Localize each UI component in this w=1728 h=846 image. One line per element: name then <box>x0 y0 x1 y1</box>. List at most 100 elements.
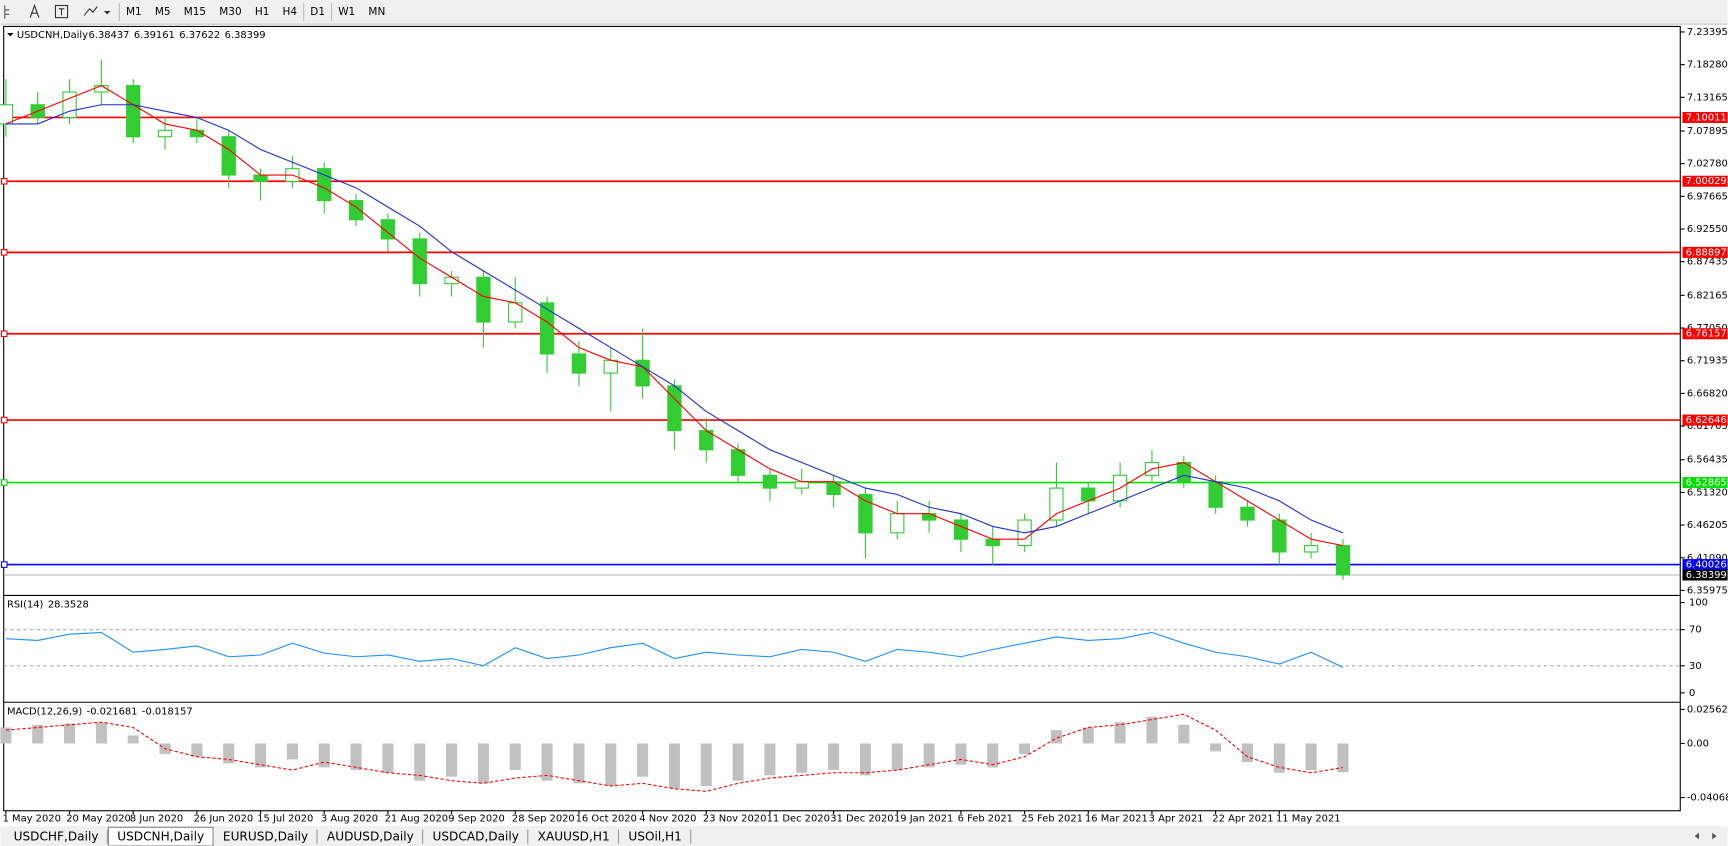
y-tick-label: -0.040687 <box>1687 793 1728 804</box>
price-panel: 7.23395 7.18280 7.13165 7.07895 7.02780 6.976… <box>0 27 1728 596</box>
macd-bar <box>605 743 617 787</box>
level-label-box <box>1682 328 1728 340</box>
y-tick-label: 7.18280 <box>1687 60 1728 71</box>
label-glyph <box>58 8 65 16</box>
level-label: 6.62646 <box>1686 415 1727 426</box>
timeframe-button[interactable]: M30 <box>219 6 241 18</box>
timeframe-button[interactable]: H1 <box>255 6 270 18</box>
y-tick-label: 6.41090 <box>1687 553 1728 564</box>
timeframe-button[interactable]: MN <box>368 6 385 18</box>
candle-body <box>794 481 809 489</box>
y-tick-label: 30 <box>1689 661 1702 672</box>
level-label-box <box>1682 414 1728 426</box>
macd-bar <box>668 743 680 789</box>
timeframe-button[interactable]: M1 <box>126 6 142 18</box>
y-tick-label: 6.51320 <box>1687 487 1728 498</box>
level-anchor <box>0 561 8 568</box>
x-tick-label: 31 Dec 2020 <box>830 813 893 824</box>
y-tick-label: 7.13165 <box>1687 92 1728 103</box>
candle-body <box>985 538 1000 547</box>
cursor-icon[interactable] <box>4 5 10 19</box>
tab-label[interactable]: USDCAD,Daily <box>433 830 519 844</box>
timeframe-button[interactable]: M15 <box>184 6 206 18</box>
y-tick-label: 7.07895 <box>1687 126 1728 137</box>
level-label: 6.52865 <box>1686 478 1727 489</box>
tab-label[interactable]: XAUUSD,H1 <box>538 830 610 844</box>
quote-value: 6.39161 <box>134 30 175 41</box>
x-tick-label: 28 Sep 2020 <box>512 813 575 824</box>
timeframe-button[interactable]: D1 <box>310 6 325 18</box>
label-icon[interactable] <box>54 4 69 19</box>
tab-label[interactable]: EURUSD,Daily <box>223 830 308 844</box>
candle-body <box>762 474 778 489</box>
macd-bar <box>64 723 76 744</box>
x-tick-label: 16 Oct 2020 <box>576 813 637 824</box>
scroll-right[interactable] <box>1712 832 1717 840</box>
x-tick-label: 4 Nov 2020 <box>639 813 696 824</box>
macd-current: -0.018157 <box>142 707 193 718</box>
y-tick-label: 6.87435 <box>1687 257 1728 268</box>
level-label: 6.76157 <box>1686 329 1727 340</box>
y-tick-label: 6.71935 <box>1687 356 1728 367</box>
candle-body <box>0 104 14 125</box>
x-tick-label: 3 Aug 2020 <box>321 813 378 824</box>
rsi-current: 28.3528 <box>48 600 89 611</box>
tab-label[interactable]: USDCNH,Daily <box>117 830 204 844</box>
level-label-box <box>1682 559 1728 571</box>
drawing-tools[interactable] <box>4 3 120 21</box>
macd-bar <box>955 743 967 765</box>
text-icon[interactable] <box>29 3 40 18</box>
x-tick-label: 11 Dec 2020 <box>767 813 830 824</box>
timeframe-button[interactable]: H4 <box>283 6 298 18</box>
scroll-left[interactable] <box>1694 832 1699 840</box>
timeframe-button[interactable]: W1 <box>338 6 355 18</box>
level-label: 6.88897 <box>1686 247 1727 258</box>
tab-label[interactable]: USDCHF,Daily <box>14 830 99 844</box>
macd-bar <box>859 743 871 776</box>
macd-bar <box>1082 727 1094 744</box>
candle-body <box>603 359 618 374</box>
timeframe-button[interactable]: M5 <box>155 6 171 18</box>
x-tick-label: 19 Jan 2021 <box>894 813 953 824</box>
macd-bar <box>382 743 394 773</box>
x-tick-label: 23 Nov 2020 <box>703 813 766 824</box>
current-price-box <box>1682 569 1728 581</box>
macd-bar <box>541 743 553 781</box>
y-tick-label: 0.00 <box>1687 738 1709 749</box>
macd-bar <box>987 743 999 768</box>
candle-body <box>858 493 873 534</box>
shapes-icon[interactable] <box>83 6 98 16</box>
tab-label[interactable]: AUDUSD,Daily <box>327 830 414 844</box>
level-label-box <box>1682 246 1728 258</box>
macd-bar <box>1273 743 1285 773</box>
rsi-title: RSI(14) <box>7 600 44 611</box>
timeframes: M1 M5 M15 M30 H1 H4 D1 W1 MN <box>126 3 385 21</box>
y-tick-label: 0 <box>1689 688 1695 699</box>
level-anchor <box>0 249 8 256</box>
chart-frame <box>3 25 1681 812</box>
macd-bar <box>446 743 458 777</box>
x-tick-label: 6 Feb 2021 <box>958 813 1013 824</box>
quote-value: 6.37622 <box>179 30 220 41</box>
y-tick-label: 6.97665 <box>1687 191 1728 202</box>
macd-bar <box>1178 724 1190 744</box>
x-tick-label: 16 Mar 2021 <box>1085 813 1148 824</box>
level-label-box <box>1682 111 1728 123</box>
tab-label[interactable]: USOil,H1 <box>628 830 681 844</box>
macd-bar <box>95 722 107 744</box>
level-anchor <box>0 330 8 338</box>
quote: 6.38437 6.39161 6.37622 6.38399 <box>89 30 266 41</box>
tab-bar <box>0 826 1728 846</box>
candle-body <box>539 302 555 355</box>
macd-bar <box>286 743 298 760</box>
rsi-panel: 100 70 30 0 RSI(14) 28.3528 <box>3 598 1708 699</box>
macd-bar <box>318 743 330 768</box>
macd-bar <box>1210 743 1222 752</box>
x-tick-label: 3 Apr 2021 <box>1149 813 1204 824</box>
x-tick-label: 25 Feb 2021 <box>1021 813 1083 824</box>
dropdown-icon[interactable] <box>103 11 111 15</box>
chart-menu-icon[interactable] <box>6 33 14 37</box>
candle-body <box>1303 545 1319 553</box>
x-tick-label: 21 Aug 2020 <box>385 813 448 824</box>
